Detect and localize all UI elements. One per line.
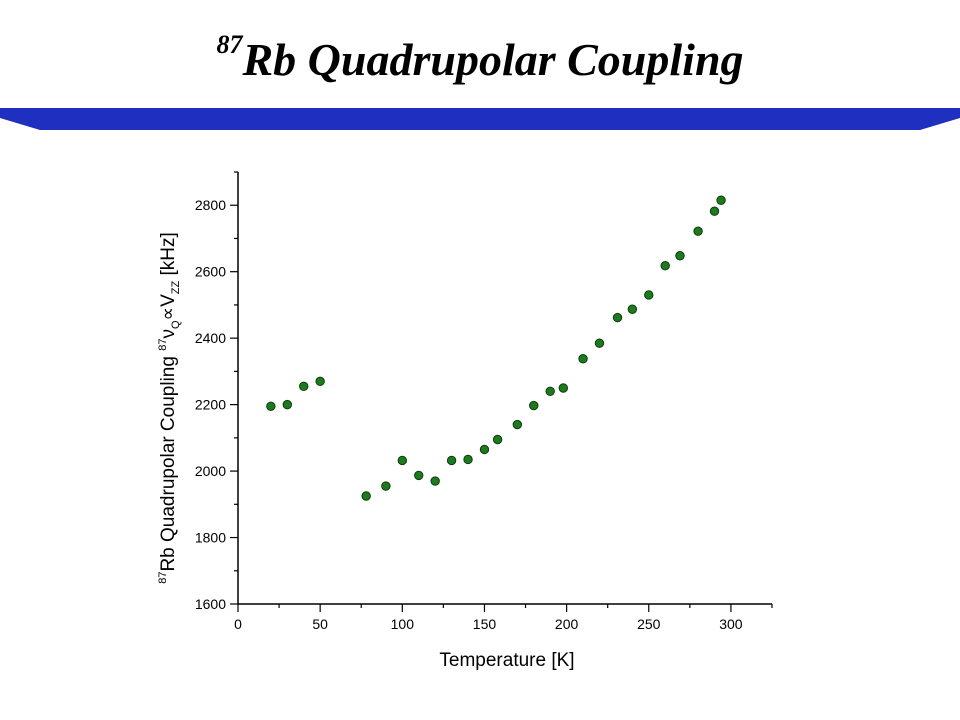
y-axis-title: 87Rb Quadrupolar Coupling 87νQ∝VZZ [kHz] xyxy=(157,232,182,584)
y-title-sup2: 87 xyxy=(157,339,169,351)
y-title-sub-zz: ZZ xyxy=(170,280,182,294)
data-point xyxy=(594,338,605,348)
data-point xyxy=(381,481,391,491)
data-point xyxy=(266,401,276,411)
y-tick-label: 2400 xyxy=(195,330,226,346)
x-tick-label: 100 xyxy=(391,616,415,632)
x-tick-label: 200 xyxy=(555,616,579,632)
x-axis-title: Temperature [K] xyxy=(439,650,574,671)
banner-bar xyxy=(0,108,960,130)
y-tick-label: 1600 xyxy=(195,596,226,612)
data-points xyxy=(266,195,726,501)
data-point xyxy=(529,400,539,411)
data-point xyxy=(545,386,555,397)
x-tick-label: 0 xyxy=(234,616,242,632)
data-point xyxy=(578,354,588,364)
chart-ticks: 0 50 100 150 200 250 300 1600 1800 2000 2200 2400 26… xyxy=(195,171,773,632)
data-point xyxy=(644,290,654,300)
y-title-sub-q: Q xyxy=(170,320,182,329)
data-point xyxy=(512,419,523,430)
y-tick-label: 2000 xyxy=(195,463,226,479)
title-isotope-superscript: 87 xyxy=(216,30,243,59)
y-title-unit: [kHz] xyxy=(158,232,179,281)
y-tick-label: 2800 xyxy=(195,197,226,213)
x-tick-label: 50 xyxy=(312,616,328,632)
data-point xyxy=(675,251,685,261)
x-tick-label: 250 xyxy=(637,616,661,632)
data-point xyxy=(397,455,408,466)
data-point xyxy=(463,454,473,465)
data-point xyxy=(709,206,720,216)
data-point xyxy=(558,383,569,393)
data-point xyxy=(479,444,490,455)
data-point xyxy=(492,434,503,445)
data-point xyxy=(414,470,424,481)
x-tick-label: 300 xyxy=(719,616,743,632)
slide-title: 87Rb Quadrupolar Coupling xyxy=(0,30,960,86)
data-point xyxy=(693,226,703,236)
data-point xyxy=(315,376,325,387)
data-point xyxy=(282,399,292,410)
data-point xyxy=(299,381,309,392)
data-point xyxy=(660,261,670,271)
x-tick-label: 150 xyxy=(473,616,497,632)
data-point xyxy=(430,476,440,486)
data-point xyxy=(361,491,371,501)
chart-axes xyxy=(237,172,772,605)
data-point xyxy=(446,455,457,466)
y-title-nu: ν xyxy=(158,329,179,339)
data-point xyxy=(716,195,726,205)
y-tick-label: 2600 xyxy=(195,264,226,280)
y-tick-label: 1800 xyxy=(195,530,226,546)
data-point xyxy=(612,312,623,323)
y-title-text: Rb Quadrupolar Coupling xyxy=(158,351,179,572)
y-title-v: V xyxy=(158,294,179,307)
data-point xyxy=(627,304,638,314)
y-title-prop: ∝ xyxy=(158,307,179,321)
y-tick-label: 2200 xyxy=(195,397,226,413)
title-banner xyxy=(0,108,960,130)
y-title-sup: 87 xyxy=(157,572,169,584)
title-text: Rb Quadrupolar Coupling xyxy=(242,34,744,85)
